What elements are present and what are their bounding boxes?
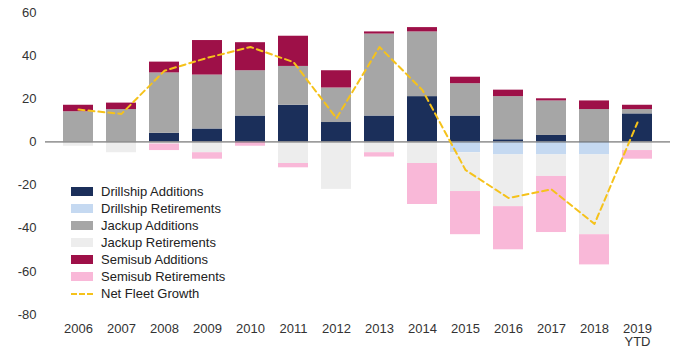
svg-text:2007: 2007 (107, 321, 136, 336)
svg-text:2008: 2008 (150, 321, 179, 336)
svg-text:40: 40 (22, 48, 36, 63)
svg-text:2018: 2018 (580, 321, 609, 336)
svg-text:2006: 2006 (64, 321, 93, 336)
html-text:Drillship Retirements: Drillship Retirements (101, 201, 221, 217)
svg-text:2009: 2009 (193, 321, 222, 336)
svg-text:2014: 2014 (408, 321, 437, 336)
svg-text:2010: 2010 (236, 321, 265, 336)
svg-text:-20: -20 (18, 177, 37, 192)
html-text:Semisub Retirements: Semisub Retirements (101, 269, 226, 285)
html-text:Jackup Additions: Jackup Additions (101, 218, 199, 234)
svg-text:-80: -80 (18, 307, 37, 322)
svg-text:-40: -40 (18, 220, 37, 235)
svg-text:60: 60 (22, 5, 36, 20)
html-text:Net Fleet Growth: Net Fleet Growth (101, 286, 200, 302)
svg-text:2013: 2013 (365, 321, 394, 336)
html-text:Jackup Retirements: Jackup Retirements (101, 235, 216, 251)
svg-text:2016: 2016 (494, 321, 523, 336)
html-text:Drillship Additions: Drillship Additions (101, 184, 204, 200)
svg-text:2019YTD: 2019YTD (623, 321, 652, 349)
svg-text:2012: 2012 (322, 321, 351, 336)
html-text:Semisub Additions: Semisub Additions (101, 252, 208, 268)
svg-text:0: 0 (29, 134, 36, 149)
svg-text:2011: 2011 (280, 321, 308, 336)
svg-text:20: 20 (22, 91, 36, 106)
svg-text:2015: 2015 (451, 321, 480, 336)
svg-text:2017: 2017 (537, 321, 566, 336)
svg-text:-60: -60 (18, 264, 37, 279)
